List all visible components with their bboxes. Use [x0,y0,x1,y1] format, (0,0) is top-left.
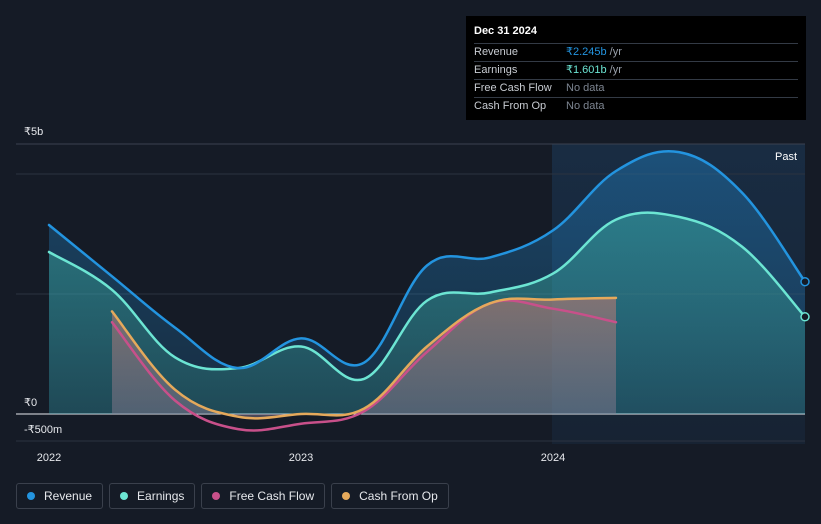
tooltip-panel: Dec 31 2024 Revenue ₹2.245b /yr Earnings… [466,16,806,120]
tooltip-row-free-cash-flow: Free Cash Flow No data [474,79,798,97]
series-areas [49,151,805,419]
legend-item-revenue[interactable]: Revenue [16,483,104,509]
tooltip-unit: /yr [609,46,622,58]
tooltip-row-cash-from-op: Cash From Op No data [474,97,798,115]
legend-item-free-cash-flow[interactable]: Free Cash Flow [201,483,326,509]
tooltip-label: Cash From Op [474,100,547,112]
tooltip-value: No data [566,100,605,112]
tooltip-date: Dec 31 2024 [474,25,537,37]
tooltip-label: Earnings [474,64,518,76]
legend-label: Free Cash Flow [229,489,315,503]
cash-from-op-area [112,297,616,419]
tooltip-value: ₹1.601b [566,64,607,76]
series-endpoints [800,276,810,322]
tooltip-label: Revenue [474,46,519,58]
legend-dot-icon [27,492,35,500]
x-tick-label: 2022 [37,452,61,464]
revenue-line [47,150,807,370]
x-tick-label: 2024 [541,452,565,464]
tooltip-unit: /yr [609,64,622,76]
tooltip-value: No data [566,82,605,94]
x-tick-label: 2023 [289,452,313,464]
legend-dot-icon [120,492,129,500]
legend-item-earnings[interactable]: Earnings [109,483,196,509]
earnings-line [47,211,807,382]
chart-legend: Revenue Earnings Free Cash Flow Cash Fro… [16,483,449,509]
earnings-endpoint [800,312,810,322]
revenue-endpoint [800,276,810,287]
legend-label: Revenue [44,489,93,503]
tooltip-row-earnings: Earnings ₹1.601b /yr [474,61,798,79]
tooltip-label: Free Cash Flow [474,82,552,94]
past-label: Past [775,151,797,163]
axis-ticks: ₹5b ₹0 -₹500m 2022 2023 2024 Past [24,126,797,464]
y-tick-label: -₹500m [24,424,62,436]
legend-label: Cash From Op [359,489,438,503]
legend-dot-icon [342,492,351,500]
legend-item-cash-from-op[interactable]: Cash From Op [331,483,449,509]
series-lines [47,150,807,432]
cash-from-op-line [110,296,618,420]
y-tick-label: ₹0 [24,397,37,409]
tooltip-value: ₹2.245b [566,46,607,58]
y-tick-label: ₹5b [24,126,43,138]
legend-dot-icon [212,492,221,500]
free-cash-flow-line [110,299,618,432]
tooltip-row-revenue: Revenue ₹2.245b /yr [474,43,798,61]
legend-label: Earnings [137,489,185,503]
